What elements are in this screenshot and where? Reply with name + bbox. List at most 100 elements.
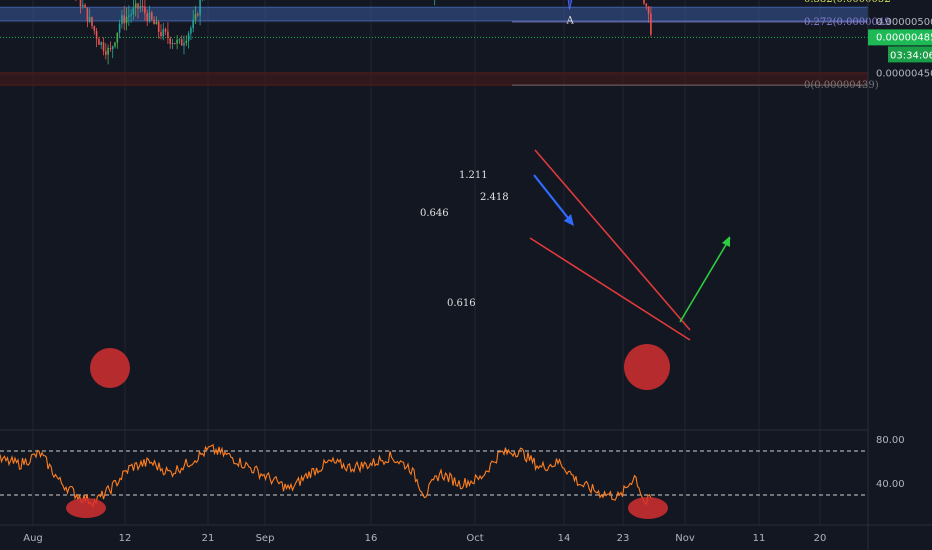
pattern-ratio: 2.418 [480,192,509,203]
candle-body [102,42,105,52]
candle-body [160,31,162,37]
candle-body [98,38,100,45]
candle-body [194,14,197,20]
low-circle-right [624,344,670,390]
candle-body [93,26,96,31]
candlesticks [75,0,652,65]
candle-body [178,39,181,41]
candle-body [187,33,190,41]
rsi-y-tick-label: 40.00 [876,479,905,490]
pattern-xab [567,0,573,10]
y-tick-label: 0.00000500 [876,17,932,28]
candle-body [86,7,89,22]
candle-body [162,29,165,37]
x-tick-label: Oct [466,533,483,544]
x-tick-label: 21 [202,533,215,544]
candle-body [643,0,645,4]
candle-body [118,23,121,33]
x-tick-label: Sep [256,533,275,544]
candle-body [157,21,160,32]
candle-body [111,46,114,50]
candle-body [100,42,102,45]
candle-body [155,21,158,25]
x-tick-label: 23 [617,533,630,544]
candle-body [190,28,192,34]
candle-body [164,29,167,32]
countdown-tag [888,46,932,63]
y-tick-label: 0.00000450 [876,69,932,80]
candle-body [176,39,178,44]
fibonacci-retracement: 1(0.00000662)0.786(0.00000610.618(0.0000… [0,0,891,91]
x-tick-label: 11 [753,533,766,544]
candle-body [151,12,153,20]
candle-body [180,39,183,46]
x-tick-label: 12 [119,533,132,544]
x-tick-label: 14 [558,533,571,544]
pattern-point-a: A [566,15,575,26]
x-tick-label: Nov [675,533,695,544]
candle-body [197,14,199,16]
candle-body [169,38,171,44]
fib-label: 0(0.00000439) [804,80,879,91]
candle-body [141,5,144,7]
rsi-pane [0,443,868,519]
candle-body [137,3,139,9]
candle-body [645,3,648,7]
blue-arrow-line [533,174,573,224]
candle-body [128,15,130,17]
candle-body [95,30,98,39]
bullish-arrow-head [722,236,730,247]
candle-body [105,51,107,55]
candle-body [79,0,82,7]
low-circle-left [90,348,130,388]
pattern-ratio: 0.646 [420,208,449,219]
candle-body [192,19,194,29]
candle-body [134,3,137,8]
candle-body [139,5,142,9]
candle-body [107,48,109,55]
candle-body [114,42,116,47]
candle-body [650,13,652,35]
current-price-tag [868,29,932,46]
annotations [90,149,731,390]
candle-body [121,15,123,24]
candle-body [123,15,125,24]
candle-body [183,43,185,46]
zones [0,6,868,86]
candle-body [153,19,155,25]
current-price-label: 0.00000485 [876,32,932,43]
candle-body [125,16,128,24]
candle-body [146,13,148,22]
blue-arrow-head [564,214,574,226]
wedge-upper-line [534,149,691,331]
rsi-y-tick-label: 80.00 [876,435,905,446]
x-tick-label: 20 [814,533,827,544]
candle-body [144,6,146,14]
candle-body [82,4,84,7]
candle-body [109,48,112,50]
fib-label: 0.382(0.0000052 [804,0,891,5]
pattern-ratio: 0.616 [447,298,476,309]
candle-body [185,40,188,44]
countdown-label: 03:34:06 [890,50,932,61]
candle-body [116,32,119,43]
candle-body [199,0,201,16]
rsi-low-circle-left [66,498,106,518]
candle-body [130,14,132,16]
bottom-zone [0,72,868,86]
bullish-arrow-line [679,237,731,323]
candle-body [647,6,650,14]
rsi-low-circle-right [628,497,668,519]
rsi-line [0,443,652,508]
support-zone [0,7,868,21]
candle-body [132,7,135,15]
candle-body [174,43,176,45]
pattern-ratio: 1.211 [459,170,488,181]
candle-body [148,12,151,22]
x-tick-label: Aug [23,533,43,544]
fib-label: 0.272(0.0000049 [804,17,891,28]
candle-body [91,17,93,27]
